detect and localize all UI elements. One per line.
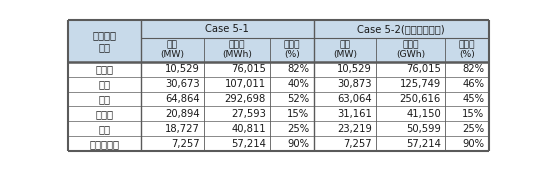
Bar (68, 62, 489, 151)
Text: 용량
(MW): 용량 (MW) (333, 40, 357, 59)
Text: 41,150: 41,150 (406, 109, 441, 119)
Text: 20,894: 20,894 (165, 109, 199, 119)
Text: 기타신재생: 기타신재생 (90, 139, 119, 149)
Text: 18,727: 18,727 (165, 124, 199, 134)
Text: 82%: 82% (463, 64, 484, 74)
Text: 107,011: 107,011 (225, 79, 266, 89)
Text: 30,673: 30,673 (165, 79, 199, 89)
Text: 64,864: 64,864 (165, 94, 199, 104)
Text: 90%: 90% (463, 139, 484, 149)
Text: 10,529: 10,529 (337, 64, 372, 74)
Text: 125,749: 125,749 (400, 79, 441, 89)
Text: 10,529: 10,529 (165, 64, 199, 74)
Text: 57,214: 57,214 (231, 139, 266, 149)
Text: 90%: 90% (287, 139, 310, 149)
Text: 태양광: 태양광 (96, 109, 113, 119)
Text: 원자력: 원자력 (96, 64, 113, 74)
Text: 석탄: 석탄 (98, 79, 110, 89)
Bar (68, 20, 489, 62)
Text: 82%: 82% (287, 64, 310, 74)
Text: 40%: 40% (287, 79, 310, 89)
Text: 이용률
(%): 이용률 (%) (459, 40, 475, 59)
Text: 63,064: 63,064 (337, 94, 372, 104)
Text: 25%: 25% (287, 124, 310, 134)
Text: 30,873: 30,873 (338, 79, 372, 89)
Text: 40,811: 40,811 (231, 124, 266, 134)
Text: 7,257: 7,257 (171, 139, 199, 149)
Text: 15%: 15% (287, 109, 310, 119)
Text: 23,219: 23,219 (337, 124, 372, 134)
Text: 52%: 52% (287, 94, 310, 104)
Text: 250,616: 250,616 (400, 94, 441, 104)
Text: 용량
(MW): 용량 (MW) (160, 40, 185, 59)
Text: 45%: 45% (463, 94, 484, 104)
Text: 50,599: 50,599 (406, 124, 441, 134)
Text: 76,015: 76,015 (231, 64, 266, 74)
Text: 이용률
(%): 이용률 (%) (283, 40, 300, 59)
Text: 발전량
(MWh): 발전량 (MWh) (222, 40, 252, 59)
Text: 46%: 46% (463, 79, 484, 89)
Text: Case 5-2(부하패턴변경): Case 5-2(부하패턴변경) (357, 24, 445, 34)
Text: 15%: 15% (463, 109, 484, 119)
Text: 31,161: 31,161 (337, 109, 372, 119)
Text: 풍력: 풍력 (98, 124, 110, 134)
Text: 27,593: 27,593 (231, 109, 266, 119)
Text: 목표연도
구성: 목표연도 구성 (92, 30, 117, 52)
Text: 발전량
(GWh): 발전량 (GWh) (396, 40, 425, 59)
Text: 76,015: 76,015 (406, 64, 441, 74)
Text: Case 5-1: Case 5-1 (205, 24, 249, 34)
Text: 292,698: 292,698 (225, 94, 266, 104)
Text: 7,257: 7,257 (343, 139, 372, 149)
Text: 가스: 가스 (98, 94, 110, 104)
Text: 57,214: 57,214 (406, 139, 441, 149)
Text: 25%: 25% (463, 124, 484, 134)
